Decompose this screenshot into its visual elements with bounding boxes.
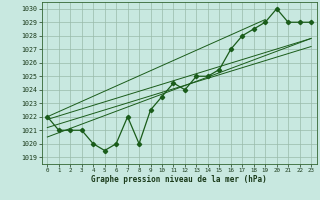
- X-axis label: Graphe pression niveau de la mer (hPa): Graphe pression niveau de la mer (hPa): [91, 175, 267, 184]
